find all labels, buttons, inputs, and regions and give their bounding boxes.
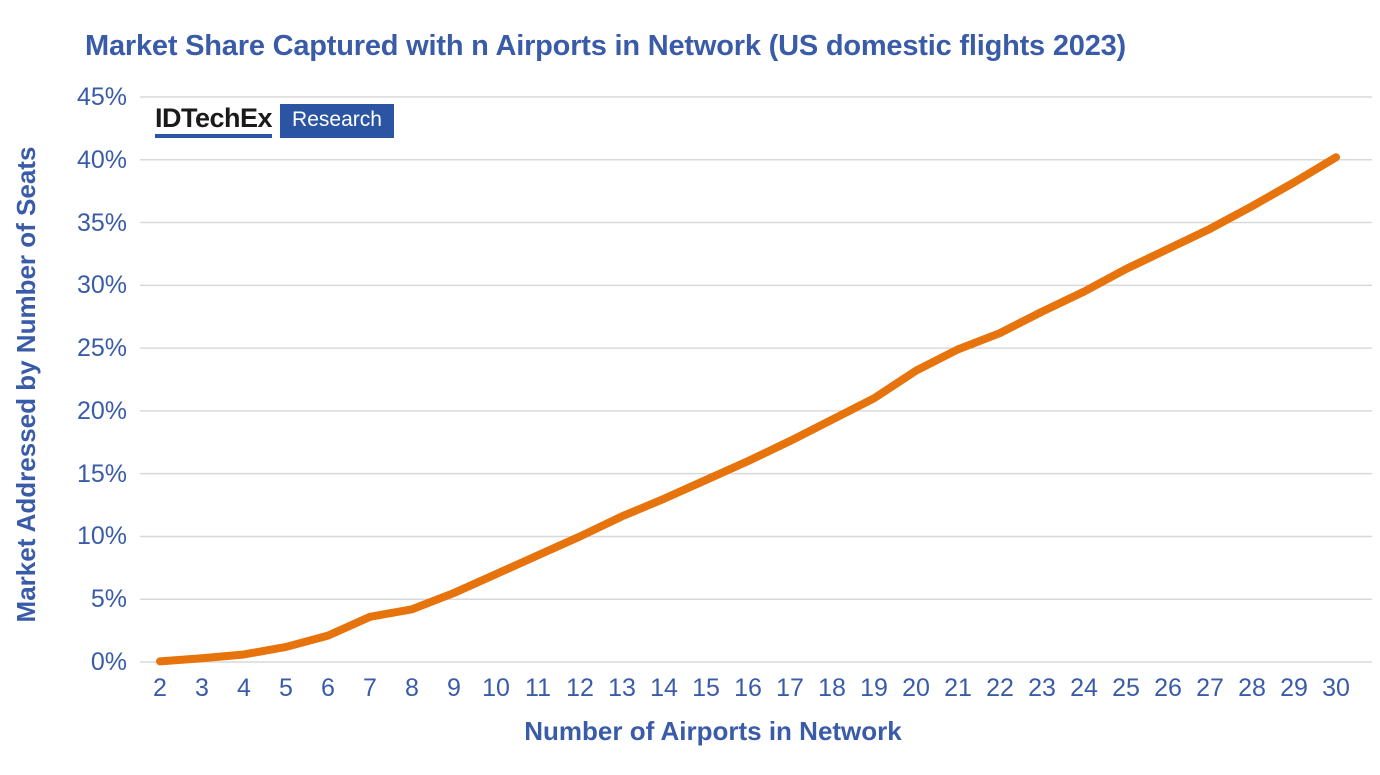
logo-brand-text: IDTechEx — [155, 104, 273, 138]
x-tick-label: 18 — [818, 674, 846, 702]
x-tick-label: 29 — [1280, 674, 1308, 702]
y-tick-label: 25% — [76, 334, 127, 363]
x-tick-label: 3 — [195, 674, 209, 702]
y-tick-label: 30% — [76, 271, 127, 300]
logo-research-badge: Research — [280, 104, 394, 138]
x-tick-label: 4 — [237, 674, 251, 702]
y-tick-label: 35% — [76, 208, 127, 237]
gridlines — [140, 96, 1372, 663]
x-tick-label: 30 — [1322, 674, 1350, 702]
x-tick-label: 11 — [525, 674, 551, 702]
x-tick-label: 27 — [1196, 674, 1224, 702]
x-tick-label: 14 — [650, 674, 678, 702]
y-tick-label: 45% — [76, 83, 127, 111]
y-tick-label: 20% — [76, 396, 127, 425]
x-tick-label: 23 — [1028, 674, 1056, 702]
x-tick-label: 22 — [986, 674, 1014, 702]
x-axis-title: Number of Airports in Network — [524, 716, 902, 746]
x-tick-label: 17 — [776, 674, 804, 702]
x-tick-label: 28 — [1238, 674, 1266, 702]
x-tick-label: 9 — [447, 674, 461, 702]
y-tick-label: 15% — [76, 459, 127, 488]
y-tick-label: 10% — [76, 522, 127, 551]
x-tick-label: 25 — [1112, 674, 1140, 702]
x-tick-label: 19 — [860, 674, 888, 702]
x-tick-label: 21 — [944, 674, 972, 702]
x-tick-label: 12 — [566, 674, 594, 702]
x-tick-label: 6 — [321, 674, 335, 702]
x-tick-label: 8 — [405, 674, 419, 702]
y-tick-label: 0% — [90, 648, 127, 676]
x-tick-label: 13 — [608, 674, 636, 702]
x-tick-label: 5 — [279, 674, 293, 702]
idtechex-logo: IDTechEx Research — [155, 104, 394, 138]
x-tick-label: 16 — [734, 674, 762, 702]
x-tick-label: 2 — [153, 674, 167, 702]
y-tick-label: 40% — [76, 145, 127, 174]
x-tick-label: 26 — [1154, 674, 1182, 702]
x-tick-label: 10 — [482, 674, 510, 702]
data-line — [156, 153, 1340, 666]
chart-title: Market Share Captured with n Airports in… — [85, 30, 1127, 62]
x-tick-label: 7 — [363, 674, 377, 702]
x-tick-label: 15 — [692, 674, 720, 702]
y-tick-label: 5% — [90, 585, 127, 614]
x-tick-label: 24 — [1070, 674, 1098, 702]
x-tick-label: 20 — [902, 674, 930, 702]
